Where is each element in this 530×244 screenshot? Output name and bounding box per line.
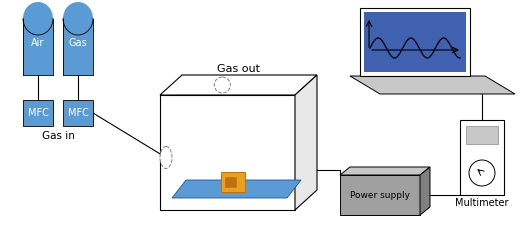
- Polygon shape: [420, 167, 430, 215]
- Text: Multimeter: Multimeter: [455, 198, 509, 208]
- Bar: [23, 17, 53, 75]
- Text: MFC: MFC: [67, 108, 89, 118]
- Polygon shape: [172, 180, 301, 198]
- Ellipse shape: [63, 2, 93, 35]
- Ellipse shape: [23, 2, 53, 35]
- Bar: [63, 17, 93, 75]
- Bar: [340, 175, 420, 215]
- Ellipse shape: [160, 146, 172, 169]
- Polygon shape: [160, 75, 317, 95]
- Bar: [160, 95, 295, 210]
- Polygon shape: [350, 76, 515, 94]
- Text: Air: Air: [31, 39, 45, 49]
- Bar: [220, 172, 245, 192]
- Text: Gas out: Gas out: [217, 64, 260, 74]
- Bar: [225, 177, 236, 187]
- Bar: [63, 100, 93, 126]
- Circle shape: [469, 160, 495, 186]
- Text: MFC: MFC: [28, 108, 48, 118]
- Text: Gas in: Gas in: [41, 131, 74, 141]
- Bar: [460, 120, 504, 195]
- Polygon shape: [340, 167, 430, 175]
- Bar: [360, 8, 470, 76]
- Bar: [23, 100, 53, 126]
- Bar: [466, 126, 498, 144]
- Text: Power supply: Power supply: [350, 191, 410, 200]
- Bar: [364, 12, 466, 72]
- Text: Gas: Gas: [69, 39, 87, 49]
- Circle shape: [214, 77, 231, 93]
- Polygon shape: [295, 75, 317, 210]
